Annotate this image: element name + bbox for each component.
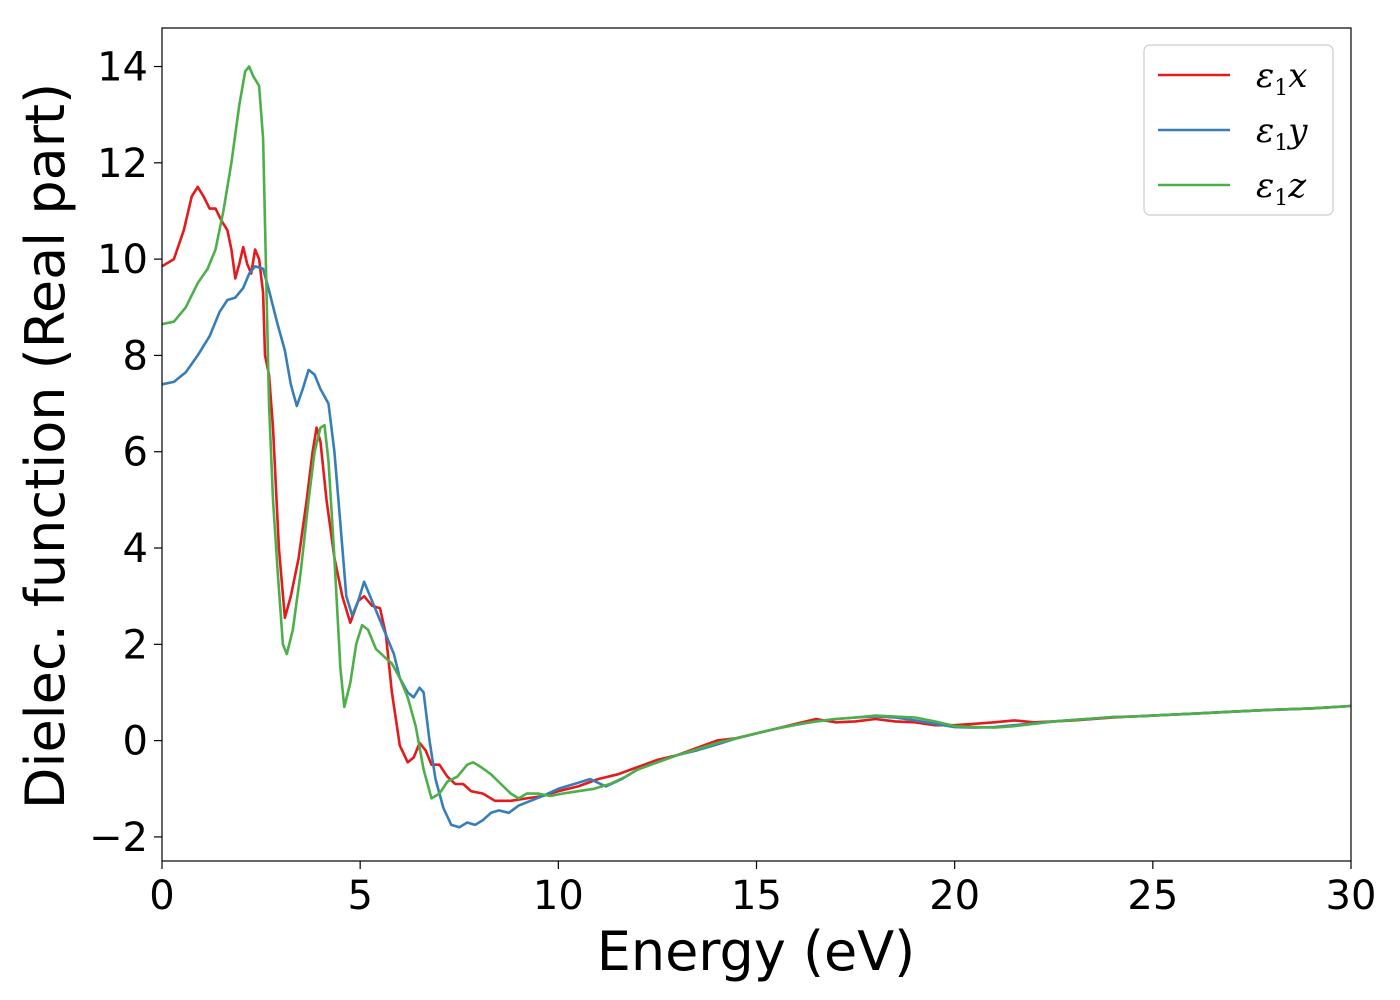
- y-tick-label: 12: [97, 141, 148, 187]
- y-tick-label: 14: [97, 45, 148, 91]
- legend: ε1x ε1y ε1z: [1143, 44, 1334, 216]
- y-tick-label: 0: [123, 719, 148, 765]
- plot-lines: [161, 65, 1352, 829]
- y-axis-label: Dielec. function (Real part): [14, 83, 77, 809]
- series-line-y: [161, 265, 1352, 829]
- y-axis: −2 0 2 4 6 8 10 12 14: [89, 45, 162, 861]
- x-tick-label: 10: [533, 873, 584, 919]
- series-line-z: [161, 65, 1352, 800]
- legend-label-y: ε1y: [1256, 111, 1308, 156]
- y-tick-label: −2: [89, 815, 148, 861]
- y-tick-label: 6: [123, 430, 148, 476]
- legend-label-z: ε1z: [1256, 166, 1307, 211]
- x-tick-label: 0: [149, 873, 174, 919]
- y-tick-label: 4: [123, 526, 148, 572]
- x-tick-label: 20: [929, 873, 980, 919]
- y-tick-label: 8: [123, 333, 148, 379]
- x-axis: 0 5 10 15 20 25 30: [149, 861, 1376, 919]
- legend-label-x: ε1x: [1256, 56, 1307, 101]
- x-tick-label: 5: [347, 873, 372, 919]
- x-tick-label: 30: [1326, 873, 1377, 919]
- x-tick-label: 15: [731, 873, 782, 919]
- x-axis-label: Energy (eV): [597, 920, 916, 983]
- y-tick-label: 10: [97, 237, 148, 283]
- legend-box: [1143, 44, 1334, 216]
- y-tick-label: 2: [123, 622, 148, 668]
- x-tick-label: 25: [1127, 873, 1178, 919]
- series-line-x: [161, 185, 1352, 803]
